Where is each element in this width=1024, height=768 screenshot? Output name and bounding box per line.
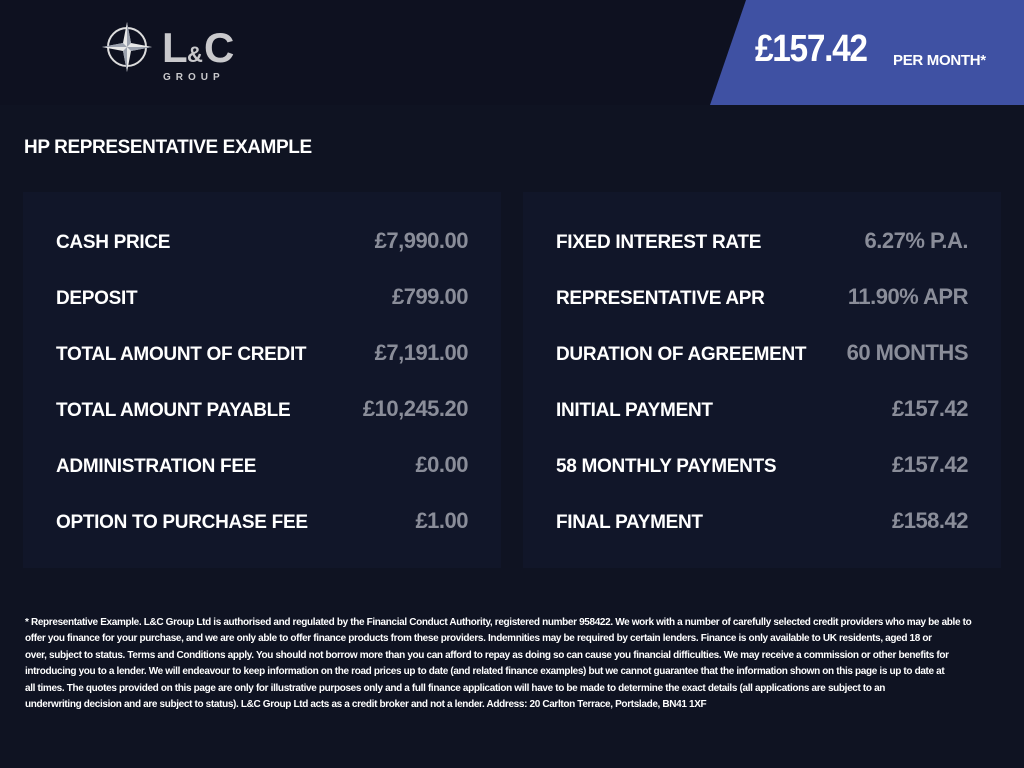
row-label: ADMINISTRATION FEE — [56, 456, 257, 477]
row-label: INITIAL PAYMENT — [556, 400, 713, 421]
deposit-row: DEPOSIT £799.00 — [56, 284, 469, 318]
disclaimer-line: introducing you to a lender. We will end… — [25, 666, 945, 678]
monthly-price: £157.42 — [755, 28, 868, 70]
total-credit-row: TOTAL AMOUNT OF CREDIT £7,191.00 — [56, 340, 469, 374]
row-value: £157.42 — [891, 452, 969, 477]
apr-row: REPRESENTATIVE APR 11.90% APR — [556, 284, 969, 318]
row-label: CASH PRICE — [56, 232, 171, 253]
row-value: 11.90% APR — [847, 284, 969, 309]
row-label: TOTAL AMOUNT OF CREDIT — [56, 344, 307, 365]
row-value: £7,990.00 — [374, 228, 469, 253]
row-label: DURATION OF AGREEMENT — [556, 344, 807, 365]
initial-payment-row: INITIAL PAYMENT £157.42 — [556, 396, 969, 430]
legal-disclaimer: * Representative Example. L&C Group Ltd … — [25, 615, 985, 713]
cash-price-row: CASH PRICE £7,990.00 — [56, 228, 469, 262]
option-fee-row: OPTION TO PURCHASE FEE £1.00 — [56, 508, 468, 542]
disclaimer-line: offer you finance for your purchase, and… — [25, 633, 932, 645]
row-label: TOTAL AMOUNT PAYABLE — [56, 400, 291, 421]
interest-rate-row: FIXED INTEREST RATE 6.27% P.A. — [556, 228, 969, 262]
monthly-price-banner: £157.42 PER MONTH* — [710, 0, 1024, 105]
row-label: FINAL PAYMENT — [556, 512, 703, 533]
admin-fee-row: ADMINISTRATION FEE £0.00 — [56, 452, 468, 486]
row-value: £7,191.00 — [374, 340, 469, 365]
row-value: 6.27% P.A. — [864, 228, 969, 253]
row-value: £10,245.20 — [362, 396, 469, 421]
monthly-payments-row: 58 MONTHLY PAYMENTS £157.42 — [556, 452, 969, 486]
disclaimer-line: underwriting decision and are subject to… — [25, 699, 707, 711]
row-value: £0.00 — [415, 452, 468, 477]
svg-text:&: & — [187, 42, 203, 67]
lc-group-logo[interactable]: L & C GROUP — [100, 20, 250, 83]
left-finance-panel: CASH PRICE £7,990.00 DEPOSIT £799.00 TOTAL… — [23, 192, 501, 568]
row-label: OPTION TO PURCHASE FEE — [56, 512, 308, 533]
row-value: £158.42 — [891, 508, 969, 533]
compass-star-icon: L & C GROUP — [102, 22, 234, 83]
total-payable-row: TOTAL AMOUNT PAYABLE £10,245.20 — [56, 396, 469, 430]
page-title: HP REPRESENTATIVE EXAMPLE — [24, 137, 312, 158]
disclaimer-line: over, subject to status. Terms and Condi… — [25, 649, 949, 661]
row-label: DEPOSIT — [56, 288, 138, 309]
row-value: £1.00 — [415, 508, 468, 533]
row-value: £799.00 — [391, 284, 469, 309]
row-value: £157.42 — [891, 396, 969, 421]
right-finance-panel: FIXED INTEREST RATE 6.27% P.A. REPRESENTA… — [523, 192, 1001, 568]
svg-text:C: C — [204, 24, 234, 71]
disclaimer-line: all times. The quotes provided on this p… — [25, 682, 886, 694]
per-month-label: PER MONTH* — [893, 52, 986, 69]
row-label: REPRESENTATIVE APR — [556, 288, 765, 309]
duration-row: DURATION OF AGREEMENT 60 MONTHS — [556, 340, 969, 374]
row-label: 58 MONTHLY PAYMENTS — [556, 456, 777, 477]
disclaimer-line: * Representative Example. L&C Group Ltd … — [25, 617, 972, 628]
svg-text:L: L — [162, 24, 187, 71]
svg-text:GROUP: GROUP — [163, 72, 225, 82]
header: L & C GROUP £157.42 PER MONTH* — [0, 0, 1024, 105]
row-value: 60 MONTHS — [846, 340, 969, 365]
row-label: FIXED INTEREST RATE — [556, 232, 762, 253]
final-payment-row: FINAL PAYMENT £158.42 — [556, 508, 969, 542]
